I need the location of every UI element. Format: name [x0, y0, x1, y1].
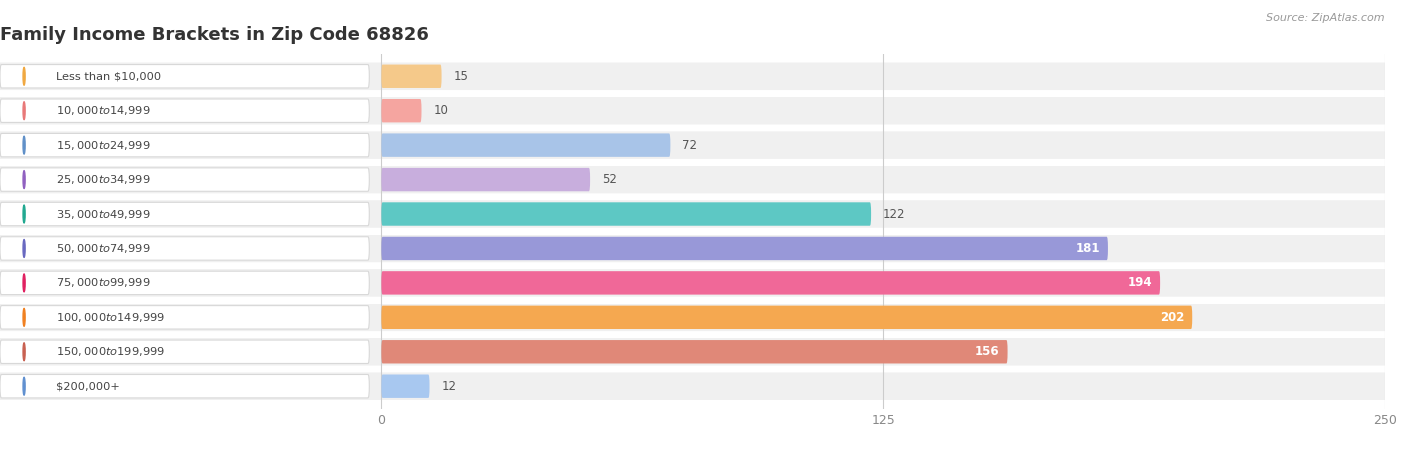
- Circle shape: [22, 308, 25, 326]
- Bar: [0, 370, 1385, 372]
- Circle shape: [22, 274, 25, 292]
- Text: $75,000 to $99,999: $75,000 to $99,999: [56, 277, 150, 290]
- Bar: [0, 94, 1385, 97]
- FancyBboxPatch shape: [0, 65, 370, 88]
- Bar: [0, 266, 1385, 269]
- Circle shape: [22, 136, 25, 154]
- FancyBboxPatch shape: [0, 340, 370, 364]
- Text: $200,000+: $200,000+: [56, 381, 120, 391]
- FancyBboxPatch shape: [381, 340, 1008, 364]
- Text: $100,000 to $149,999: $100,000 to $149,999: [56, 311, 165, 324]
- Bar: [0, 335, 1385, 338]
- Bar: [0, 128, 1385, 132]
- FancyBboxPatch shape: [381, 133, 671, 157]
- FancyBboxPatch shape: [381, 65, 441, 88]
- Circle shape: [22, 377, 25, 395]
- Text: Family Income Brackets in Zip Code 68826: Family Income Brackets in Zip Code 68826: [0, 26, 429, 44]
- FancyBboxPatch shape: [0, 338, 1385, 365]
- Circle shape: [22, 205, 25, 223]
- Text: 156: 156: [974, 345, 1000, 358]
- Circle shape: [22, 171, 25, 189]
- Text: 72: 72: [682, 139, 697, 152]
- FancyBboxPatch shape: [0, 166, 1385, 194]
- FancyBboxPatch shape: [0, 133, 370, 157]
- FancyBboxPatch shape: [381, 99, 422, 123]
- FancyBboxPatch shape: [0, 372, 1385, 400]
- Text: $35,000 to $49,999: $35,000 to $49,999: [56, 207, 150, 220]
- Text: $25,000 to $34,999: $25,000 to $34,999: [56, 173, 150, 186]
- FancyBboxPatch shape: [381, 271, 1160, 295]
- Circle shape: [22, 240, 25, 257]
- FancyBboxPatch shape: [0, 132, 1385, 159]
- FancyBboxPatch shape: [381, 202, 872, 226]
- Text: $10,000 to $14,999: $10,000 to $14,999: [56, 104, 150, 117]
- FancyBboxPatch shape: [381, 168, 591, 191]
- Text: 122: 122: [883, 207, 905, 220]
- Text: $50,000 to $74,999: $50,000 to $74,999: [56, 242, 150, 255]
- Bar: [0, 301, 1385, 304]
- FancyBboxPatch shape: [0, 202, 370, 226]
- FancyBboxPatch shape: [0, 374, 370, 398]
- FancyBboxPatch shape: [0, 62, 1385, 90]
- Text: 52: 52: [602, 173, 617, 186]
- FancyBboxPatch shape: [381, 237, 1108, 260]
- FancyBboxPatch shape: [0, 306, 370, 329]
- Bar: [0, 60, 1385, 62]
- FancyBboxPatch shape: [381, 374, 429, 398]
- FancyBboxPatch shape: [0, 235, 1385, 262]
- Text: $15,000 to $24,999: $15,000 to $24,999: [56, 139, 150, 152]
- FancyBboxPatch shape: [0, 200, 1385, 228]
- FancyBboxPatch shape: [0, 269, 1385, 297]
- FancyBboxPatch shape: [0, 237, 370, 260]
- Text: 194: 194: [1128, 277, 1152, 290]
- Text: 10: 10: [433, 104, 449, 117]
- FancyBboxPatch shape: [0, 304, 1385, 331]
- Text: Source: ZipAtlas.com: Source: ZipAtlas.com: [1267, 13, 1385, 23]
- Bar: [0, 163, 1385, 166]
- Text: 202: 202: [1160, 311, 1184, 324]
- FancyBboxPatch shape: [0, 271, 370, 295]
- FancyBboxPatch shape: [0, 168, 370, 191]
- Circle shape: [22, 343, 25, 361]
- Text: 12: 12: [441, 380, 457, 393]
- FancyBboxPatch shape: [381, 306, 1192, 329]
- Bar: [0, 198, 1385, 200]
- Text: 181: 181: [1076, 242, 1099, 255]
- Circle shape: [22, 67, 25, 85]
- FancyBboxPatch shape: [0, 99, 370, 123]
- Text: Less than $10,000: Less than $10,000: [56, 71, 162, 81]
- Text: $150,000 to $199,999: $150,000 to $199,999: [56, 345, 165, 358]
- Text: 15: 15: [454, 70, 468, 83]
- FancyBboxPatch shape: [0, 97, 1385, 124]
- Circle shape: [22, 102, 25, 119]
- Bar: [0, 232, 1385, 235]
